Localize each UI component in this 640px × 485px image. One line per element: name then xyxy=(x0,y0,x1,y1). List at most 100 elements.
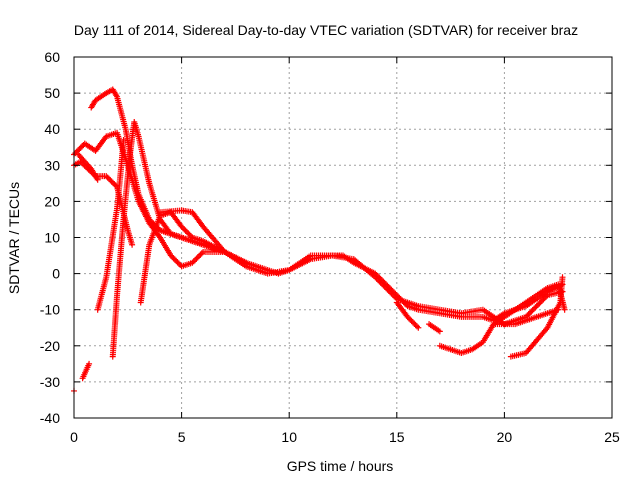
series-track-7 xyxy=(137,209,228,306)
data-point xyxy=(105,175,112,182)
data-point xyxy=(388,290,395,297)
x-tick-label: 15 xyxy=(389,429,405,445)
data-point xyxy=(181,226,188,233)
y-tick-label: 40 xyxy=(44,121,60,137)
data-point xyxy=(385,287,392,294)
data-point xyxy=(536,300,543,307)
data-point xyxy=(94,176,101,183)
data-point xyxy=(108,178,115,185)
y-tick-label: 60 xyxy=(44,49,60,65)
data-point xyxy=(407,316,414,323)
data-point xyxy=(174,259,181,266)
data-point xyxy=(415,324,422,331)
data-point xyxy=(408,317,415,324)
data-point xyxy=(413,323,420,330)
data-point xyxy=(171,256,178,263)
data-point xyxy=(391,293,398,300)
x-tick-label: 0 xyxy=(70,429,78,445)
data-point xyxy=(526,309,533,316)
series-track-2 xyxy=(88,86,566,328)
chart-title: Day 111 of 2014, Sidereal Day-to-day VTE… xyxy=(74,22,578,38)
data-point xyxy=(120,137,127,144)
data-point xyxy=(79,143,86,150)
data-point xyxy=(540,296,547,303)
data-point xyxy=(533,303,540,310)
data-point xyxy=(537,299,544,306)
data-point xyxy=(409,319,416,326)
series-track-5 xyxy=(94,137,127,313)
data-point xyxy=(374,276,381,283)
data-point xyxy=(190,258,197,265)
y-tick-label: 10 xyxy=(44,230,60,246)
data-point xyxy=(77,144,84,151)
x-tick-label: 25 xyxy=(604,429,620,445)
series-track-6 xyxy=(109,118,185,360)
data-point xyxy=(376,278,383,285)
data-point xyxy=(186,231,193,238)
y-tick-label: 0 xyxy=(52,266,60,282)
data-point xyxy=(528,308,535,315)
data-point xyxy=(412,322,419,329)
x-tick-label: 20 xyxy=(497,429,513,445)
data-point xyxy=(541,294,548,301)
series-track-13 xyxy=(426,321,443,335)
data-point xyxy=(373,275,380,282)
data-point xyxy=(198,250,205,257)
data-point xyxy=(197,251,204,258)
y-tick-label: -40 xyxy=(40,410,60,426)
data-point xyxy=(178,234,185,241)
y-tick-label: 50 xyxy=(44,85,60,101)
data-point xyxy=(169,253,176,260)
series-track-4 xyxy=(75,151,101,183)
data-point xyxy=(529,307,536,314)
data-point xyxy=(173,257,180,264)
data-point xyxy=(381,283,388,290)
data-point xyxy=(76,146,83,153)
data-point xyxy=(384,286,391,293)
data-point xyxy=(561,306,568,313)
data-point xyxy=(389,291,396,298)
data-point xyxy=(372,274,379,281)
data-point xyxy=(379,280,386,287)
series-track-14 xyxy=(436,281,568,357)
x-tick-label: 5 xyxy=(178,429,186,445)
data-point xyxy=(178,223,185,230)
data-point xyxy=(175,260,182,267)
data-point xyxy=(193,255,200,262)
data-point xyxy=(543,293,550,300)
data-point xyxy=(436,328,443,335)
data-point xyxy=(380,282,387,289)
data-point xyxy=(189,259,196,266)
data-point xyxy=(559,274,566,281)
data-point xyxy=(188,233,195,240)
y-tick-label: 30 xyxy=(44,157,60,173)
data-point xyxy=(110,179,117,186)
data-point xyxy=(404,313,411,320)
data-point xyxy=(72,150,79,157)
data-point xyxy=(535,301,542,308)
data-point xyxy=(387,289,394,296)
data-point xyxy=(111,181,118,188)
data-point xyxy=(377,279,384,286)
data-point xyxy=(192,257,199,264)
data-point xyxy=(185,230,192,237)
data-point xyxy=(104,174,111,181)
data-point xyxy=(167,252,174,259)
data-point xyxy=(170,255,177,262)
series-track-12 xyxy=(393,299,422,331)
x-axis-label: GPS time / hours xyxy=(287,458,394,474)
series-track-10 xyxy=(79,360,93,382)
data-point xyxy=(555,306,562,313)
axis-ticks: 0 5 10 15 20 25 -40 -30 -20 -10 0 10 20 30 40 50 60 xyxy=(40,49,620,445)
data-point xyxy=(539,297,546,304)
data-point xyxy=(112,182,119,189)
data-point xyxy=(525,311,532,318)
data-point xyxy=(405,315,412,322)
data-point xyxy=(530,305,537,312)
data-point xyxy=(243,259,250,266)
data-point xyxy=(182,227,189,234)
y-tick-label: -20 xyxy=(40,338,60,354)
series-track-9 xyxy=(157,207,250,266)
data-point xyxy=(532,304,539,311)
